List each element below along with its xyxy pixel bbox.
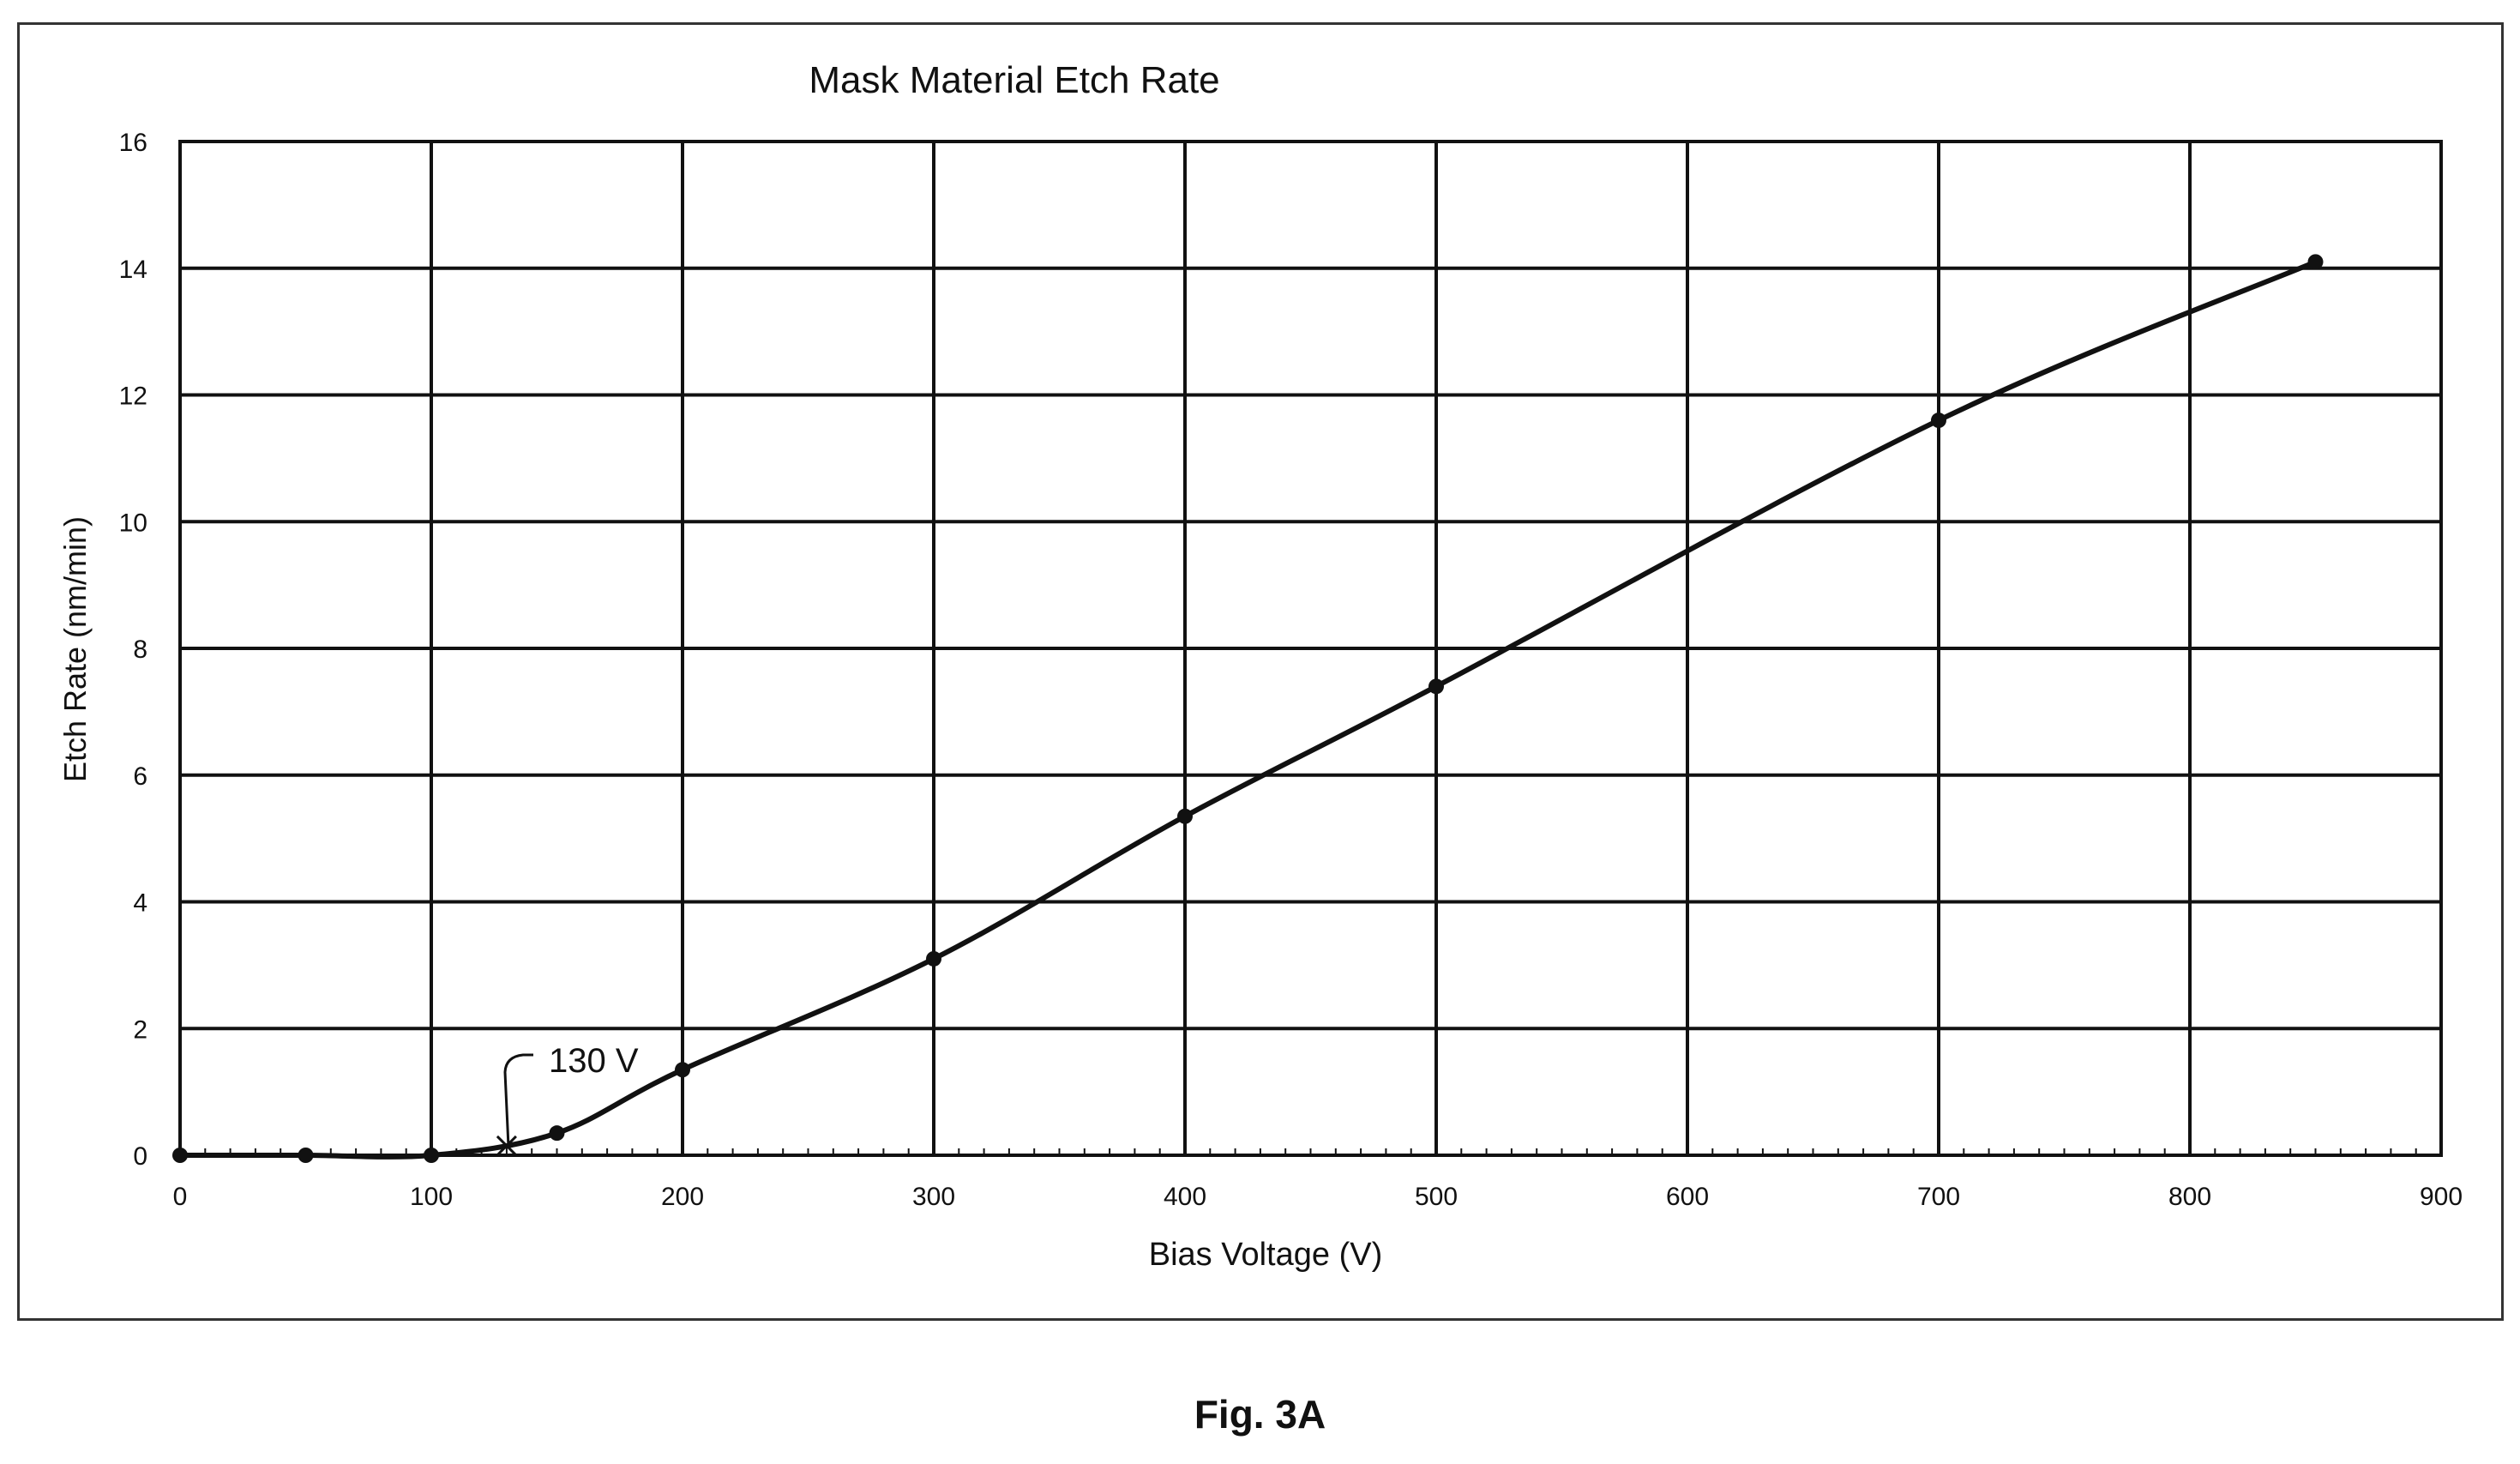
data-point [1428, 678, 1444, 695]
y-tick-label: 14 [119, 256, 147, 284]
annotation-label: 130 V [549, 1042, 639, 1080]
grid-layer [178, 140, 2443, 1157]
x-tick-label: 300 [912, 1183, 955, 1211]
x-tick-label: 400 [1164, 1183, 1206, 1211]
data-point [172, 1148, 188, 1163]
x-tick-label: 100 [410, 1183, 453, 1211]
data-point [2307, 254, 2324, 270]
chart-svg: Mask Material Etch Rate Etch Rate (nm/mi… [57, 59, 2463, 1273]
data-point [298, 1148, 314, 1163]
data-point [675, 1062, 690, 1078]
tick-labels: 0 100 200 300 400 500 600 700 800 900 0 2 4 6 8 10 12 14 1… [119, 129, 2463, 1211]
x-tick-label: 200 [661, 1183, 704, 1211]
y-tick-label: 2 [133, 1015, 147, 1044]
series-layer [172, 254, 2324, 1163]
x-tick-label: 700 [1917, 1183, 1960, 1211]
y-axis-label: Etch Rate (nm/min) [57, 516, 93, 782]
data-point [926, 950, 941, 967]
y-tick-label: 10 [119, 509, 147, 537]
annotation-layer: 130 V [496, 1042, 639, 1156]
x-axis-label: Bias Voltage (V) [1149, 1237, 1382, 1273]
annotation-leader-line [503, 1053, 533, 1148]
y-tick-label: 4 [133, 889, 147, 918]
y-tick-label: 16 [119, 129, 147, 157]
data-point [549, 1125, 565, 1142]
x-tick-label: 600 [1666, 1183, 1709, 1211]
annotation-x-marker [496, 1135, 517, 1156]
y-tick-label: 12 [119, 383, 147, 411]
x-tick-label: 800 [2168, 1183, 2211, 1211]
data-point [1931, 413, 1946, 429]
figure-caption: Fig. 3A [1194, 1392, 1326, 1437]
x-tick-label: 900 [2420, 1183, 2463, 1211]
annotation-x-stroke [496, 1135, 517, 1156]
x-tick-label: 500 [1415, 1183, 1458, 1211]
y-tick-label: 8 [133, 636, 147, 664]
x-tick-label: 0 [173, 1183, 188, 1211]
chart-frame [17, 22, 2504, 1321]
y-tick-label: 6 [133, 762, 147, 791]
chart-title: Mask Material Etch Rate [809, 59, 1219, 101]
data-point [424, 1148, 439, 1163]
y-tick-label: 0 [133, 1142, 147, 1171]
data-point [1177, 808, 1193, 824]
